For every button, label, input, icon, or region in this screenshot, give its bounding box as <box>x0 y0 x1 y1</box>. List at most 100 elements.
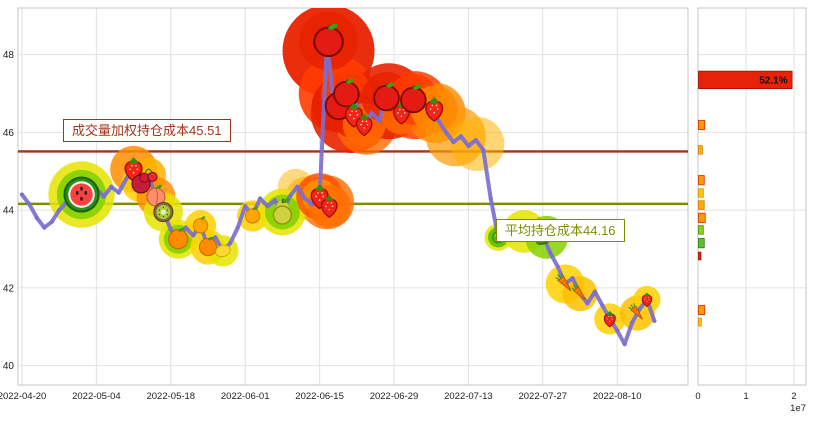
volume-bar <box>698 119 706 131</box>
price-point <box>34 215 39 220</box>
price-point <box>377 118 382 123</box>
volume-bar <box>698 304 706 316</box>
volume-bar-label: 52.1% <box>759 75 787 86</box>
volume-bar <box>698 317 702 327</box>
price-point <box>27 202 32 207</box>
overlay-layer <box>19 8 661 347</box>
volume-bar <box>698 145 703 155</box>
avg-cost-label: 平均持仓成本44.16 <box>496 219 625 242</box>
price-point <box>615 328 620 333</box>
price-point <box>101 194 106 199</box>
price-point <box>302 196 307 201</box>
side-plot-border <box>697 7 807 386</box>
y-tick-label: 44 <box>3 206 15 217</box>
tangerine-icon <box>192 216 209 234</box>
plot-border <box>17 7 689 386</box>
apple-icon <box>373 82 400 112</box>
carrot-icon <box>628 303 643 320</box>
side-scale-label: 1e7 <box>790 403 806 414</box>
price-point <box>622 342 627 347</box>
volume-bar <box>698 200 705 210</box>
price-point <box>49 219 54 224</box>
price-point <box>570 276 575 281</box>
price-point <box>109 184 114 189</box>
volume-bar <box>698 188 704 198</box>
price-cost-chart[interactable]: 40 42 44 46 48 2022-04-20 2022-05-04 2022-05-18… <box>0 0 695 422</box>
price-point <box>488 196 493 201</box>
orange-icon <box>198 236 218 257</box>
price-point <box>548 250 553 255</box>
volume-bar <box>698 238 705 249</box>
price-point <box>287 194 292 199</box>
price-point <box>272 198 278 203</box>
volume-bar <box>698 70 793 90</box>
x-tick-label: 2022-06-29 <box>370 391 419 402</box>
volume-bar <box>698 212 706 223</box>
y-tick-label: 42 <box>3 283 15 294</box>
strawberry-icon <box>320 195 338 219</box>
price-point <box>265 204 270 209</box>
watermelon-icon <box>63 176 100 213</box>
price-point <box>481 147 486 152</box>
price-point <box>235 225 240 230</box>
price-point <box>637 307 642 312</box>
price-point <box>652 318 657 323</box>
price-point <box>458 134 464 139</box>
x-tick-label: 2022-05-04 <box>72 391 121 402</box>
price-point <box>257 196 263 201</box>
price-point <box>555 264 560 269</box>
price-point <box>600 303 605 308</box>
price-point <box>228 241 233 246</box>
strawberry-icon <box>603 310 616 328</box>
y-tick-label: 48 <box>3 50 15 61</box>
price-point <box>213 235 218 240</box>
price-point <box>42 225 47 230</box>
side-grid: 0 1 2 <box>695 8 806 402</box>
price-point <box>473 138 478 143</box>
orange-icon <box>168 227 189 250</box>
volume-bar <box>698 175 705 186</box>
x-tick-label: 2022-05-18 <box>146 391 195 402</box>
vwap-cost-label: 成交量加权持仓成本45.51 <box>63 119 231 142</box>
price-point <box>183 225 188 230</box>
price-point <box>436 118 441 123</box>
cherry-icon <box>139 168 158 183</box>
price-point <box>191 233 196 238</box>
tangerine-icon <box>244 206 261 224</box>
x-tick-label: 2022-06-15 <box>295 391 344 402</box>
lemon-icon <box>214 244 231 258</box>
x-tick-label: 2022-07-13 <box>444 391 493 402</box>
price-point <box>466 143 471 149</box>
side-x-tick-label: 0 <box>695 391 700 402</box>
price-point <box>57 208 62 213</box>
price-point <box>585 301 590 306</box>
price-point <box>19 192 25 197</box>
y-tick-label: 46 <box>3 128 15 139</box>
strawberry-icon <box>425 97 444 122</box>
kiwi-icon <box>153 201 174 223</box>
volume-bar <box>698 225 704 235</box>
price-point <box>124 176 129 182</box>
x-tick-label: 2022-08-10 <box>593 391 642 402</box>
apple-icon <box>333 78 360 108</box>
side-x-tick-label: 2 <box>791 391 796 402</box>
carrot-icon <box>555 272 572 292</box>
strawberry-icon <box>355 113 373 137</box>
price-point <box>243 204 248 209</box>
price-point <box>629 320 635 325</box>
strawberry-icon <box>641 292 653 308</box>
x-tick-label: 2022-06-01 <box>221 391 270 402</box>
y-tick-label: 40 <box>3 361 15 372</box>
peach-icon <box>146 184 166 207</box>
x-tick-label: 2022-04-20 <box>0 391 46 402</box>
volume-bar <box>698 251 702 261</box>
price-point <box>592 289 597 294</box>
side-x-tick-label: 1 <box>743 391 748 402</box>
apple-icon <box>400 84 427 114</box>
pear-icon <box>272 198 293 225</box>
price-point <box>443 130 449 135</box>
price-point <box>369 110 374 116</box>
price-point <box>168 227 173 232</box>
